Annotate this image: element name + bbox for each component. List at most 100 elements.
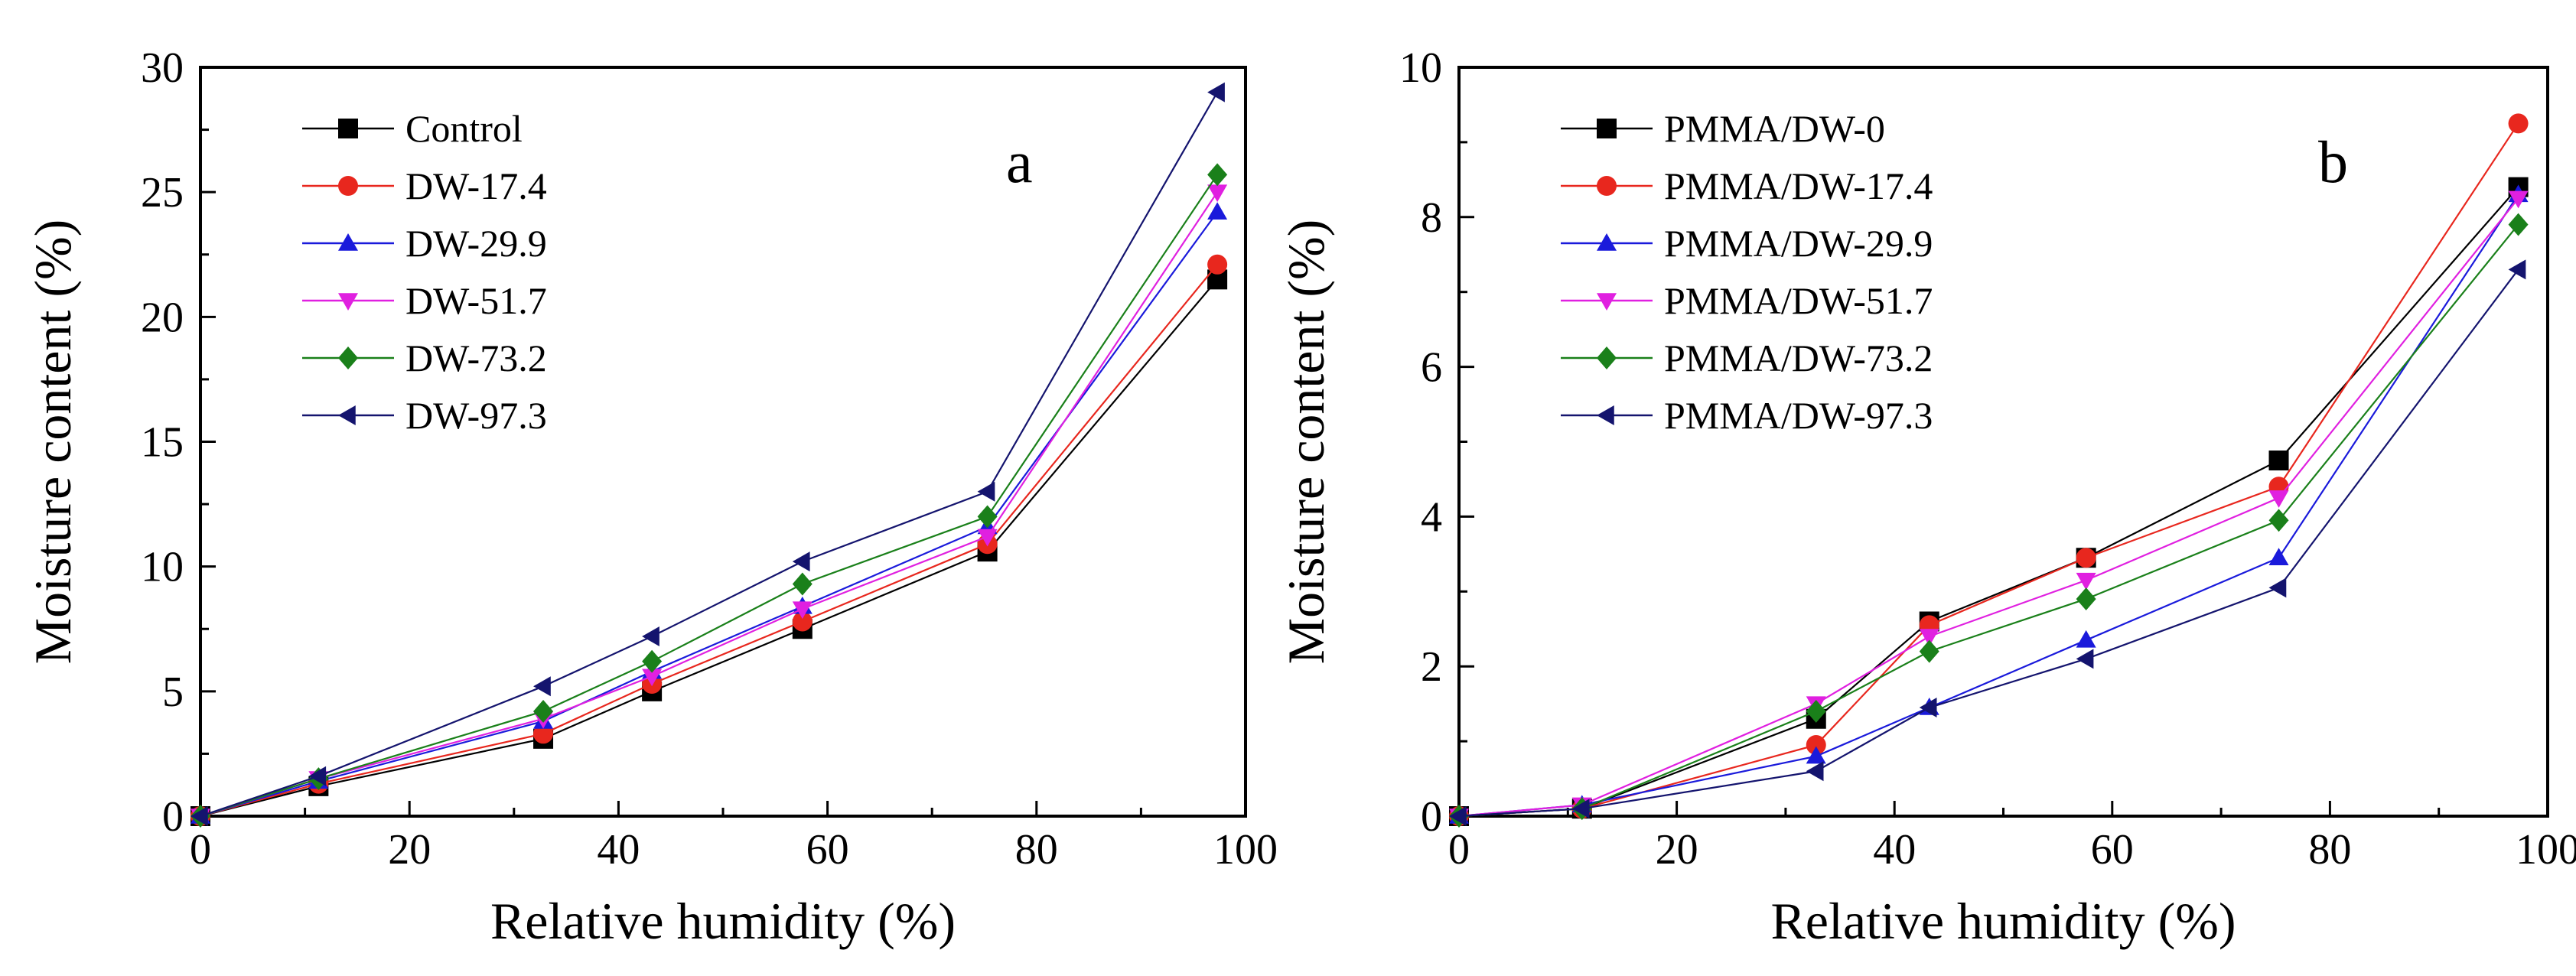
series-PMMA/DW-17.4 bbox=[1449, 113, 2529, 826]
series-PMMA/DW-73.2 bbox=[1449, 213, 2529, 828]
series-DW-51.7 bbox=[191, 184, 1228, 826]
legend-label: PMMA/DW-51.7 bbox=[1664, 279, 1933, 322]
data-point bbox=[977, 505, 998, 529]
data-point bbox=[533, 699, 554, 723]
legend-entry: DW-51.7 bbox=[302, 279, 547, 322]
legend-entry: PMMA/DW-17.4 bbox=[1561, 164, 1933, 207]
data-point bbox=[2268, 548, 2289, 565]
x-tick-label: 80 bbox=[2308, 826, 2351, 874]
data-point bbox=[1207, 202, 1228, 220]
series-line bbox=[200, 92, 1219, 818]
legend-entry: DW-17.4 bbox=[302, 164, 547, 207]
data-point bbox=[2076, 587, 2096, 611]
y-tick-label: 0 bbox=[1421, 793, 1442, 841]
legend-label: DW-97.3 bbox=[405, 394, 547, 437]
data-point bbox=[2268, 577, 2287, 598]
x-tick-label: 40 bbox=[1873, 826, 1916, 874]
legend-label: Control bbox=[405, 107, 523, 150]
series-DW-97.3 bbox=[191, 82, 1225, 826]
x-axis-title: Relative humidity (%) bbox=[490, 892, 956, 950]
data-point bbox=[642, 626, 659, 647]
data-point bbox=[2076, 548, 2096, 568]
legend-marker bbox=[1597, 233, 1617, 251]
data-point bbox=[2076, 630, 2096, 648]
data-point bbox=[792, 572, 813, 596]
data-point bbox=[533, 724, 554, 744]
data-point bbox=[642, 649, 663, 673]
legend-marker bbox=[338, 346, 358, 369]
y-tick-label: 0 bbox=[162, 793, 184, 841]
series-DW-73.2 bbox=[191, 163, 1228, 828]
legend-label: PMMA/DW-97.3 bbox=[1664, 394, 1933, 437]
data-point bbox=[977, 481, 995, 502]
legend-marker bbox=[338, 119, 358, 138]
x-tick-label: 80 bbox=[1015, 826, 1058, 874]
data-point bbox=[1207, 269, 1228, 290]
legend-label: PMMA/DW-17.4 bbox=[1664, 164, 1933, 207]
data-point bbox=[2076, 649, 2094, 669]
y-tick-label: 15 bbox=[141, 419, 184, 467]
data-point bbox=[1806, 761, 1824, 782]
data-point bbox=[2268, 509, 2289, 532]
data-point bbox=[1207, 184, 1228, 203]
data-point bbox=[1806, 699, 1826, 723]
x-tick-label: 100 bbox=[1213, 826, 1278, 874]
y-tick-label: 8 bbox=[1421, 194, 1442, 242]
series-line bbox=[200, 264, 1218, 818]
x-tick-label: 100 bbox=[2516, 826, 2576, 874]
legend-entry: DW-73.2 bbox=[302, 337, 547, 379]
legend-marker bbox=[1597, 119, 1617, 138]
legend-marker bbox=[338, 176, 358, 196]
legend-marker bbox=[338, 293, 358, 311]
legend-entry: DW-29.9 bbox=[302, 222, 547, 265]
legend-label: PMMA/DW-73.2 bbox=[1664, 337, 1933, 379]
y-axis-title: Moisture content (%) bbox=[1277, 220, 1335, 665]
series-line bbox=[1458, 122, 2519, 818]
series-line bbox=[1458, 197, 2519, 818]
y-tick-label: 2 bbox=[1421, 643, 1442, 691]
plot-frame bbox=[1457, 66, 2549, 818]
data-point bbox=[1207, 163, 1228, 187]
chart-panel-b: 0 20 40 60 80 100 0 2 4 6 8 10 Relative humidity (%)… bbox=[1277, 44, 2576, 950]
data-point bbox=[533, 676, 551, 697]
legend-label: PMMA/DW-0 bbox=[1664, 107, 1885, 150]
plot-frame bbox=[199, 66, 1247, 818]
data-point bbox=[2508, 259, 2526, 280]
data-point bbox=[1571, 799, 1590, 819]
series-line bbox=[200, 191, 1219, 818]
y-tick-label: 10 bbox=[141, 544, 184, 591]
data-point bbox=[2508, 190, 2529, 209]
series-PMMA/DW-29.9 bbox=[1449, 184, 2529, 824]
series-line bbox=[1458, 186, 2519, 818]
data-point bbox=[2508, 113, 2529, 134]
y-tick-label: 20 bbox=[141, 294, 184, 341]
data-point bbox=[1449, 806, 1467, 826]
legend-label: DW-17.4 bbox=[405, 164, 547, 207]
data-point bbox=[1806, 746, 1826, 764]
x-tick-label: 40 bbox=[597, 826, 640, 874]
y-axis-title: Moisture content (%) bbox=[24, 220, 82, 665]
y-tick-label: 4 bbox=[1421, 493, 1442, 541]
legend-entry: PMMA/DW-51.7 bbox=[1561, 279, 1933, 322]
data-point bbox=[792, 551, 810, 572]
legend-entry: DW-97.3 bbox=[302, 394, 547, 437]
data-point bbox=[2508, 213, 2529, 236]
data-point bbox=[792, 601, 813, 620]
panel-label: a bbox=[1006, 129, 1033, 195]
panel-label: b bbox=[2318, 129, 2348, 195]
legend-marker bbox=[1597, 346, 1617, 369]
data-point bbox=[1919, 698, 1937, 718]
data-point bbox=[792, 611, 813, 632]
series-line bbox=[200, 211, 1219, 818]
data-point bbox=[1207, 254, 1228, 275]
series-line bbox=[1458, 268, 2519, 818]
legend-entry: PMMA/DW-73.2 bbox=[1561, 337, 1933, 379]
legend-marker bbox=[338, 233, 358, 251]
legend-label: DW-51.7 bbox=[405, 279, 547, 322]
series-PMMA/DW-51.7 bbox=[1449, 190, 2529, 826]
series-DW-17.4 bbox=[191, 254, 1228, 826]
x-tick-label: 20 bbox=[1656, 826, 1698, 874]
series-PMMA/DW-0 bbox=[1449, 177, 2529, 826]
legend-label: PMMA/DW-29.9 bbox=[1664, 222, 1933, 265]
